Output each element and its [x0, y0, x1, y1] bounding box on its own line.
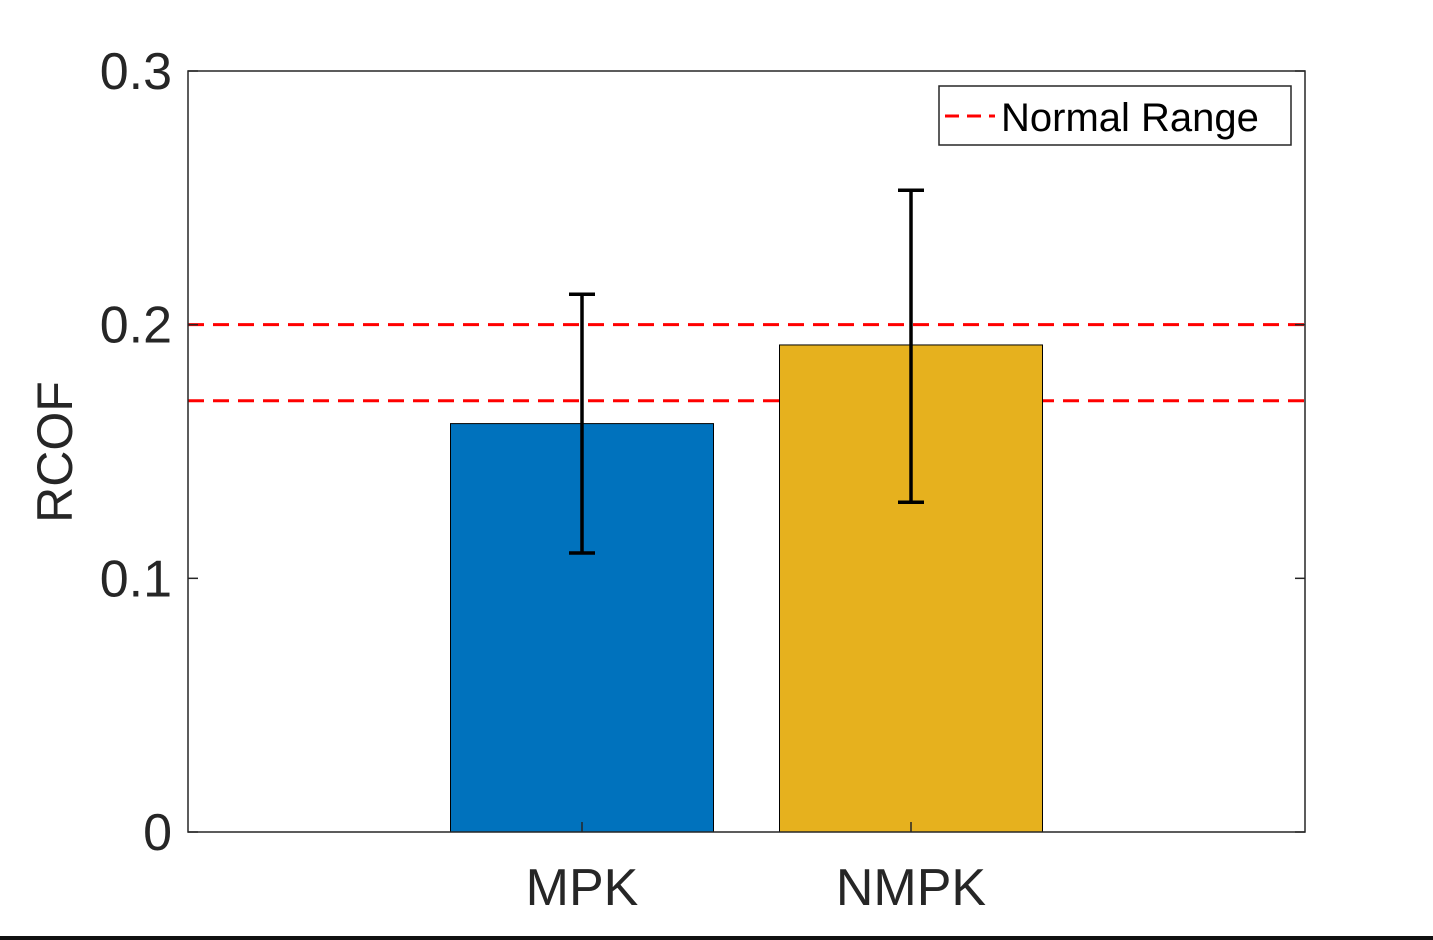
- legend-box: [938, 85, 1292, 146]
- legend: Normal Range: [938, 85, 1292, 146]
- x-tick-label-mpk: MPK: [526, 859, 639, 917]
- error-bar-nmpk: [898, 188, 924, 504]
- y-ticks: 0 0.1 0.2 0.3: [100, 43, 1305, 862]
- axes: [187, 70, 1306, 833]
- legend-label-normal-range: Normal Range: [1001, 96, 1259, 140]
- x-ticks: MPK NMPK: [526, 822, 987, 917]
- error-bar-mpk: [569, 292, 595, 555]
- y-tick-label: 0.1: [100, 550, 172, 608]
- reference-lines: [188, 323, 1305, 403]
- y-tick-label: 0.2: [100, 297, 172, 355]
- x-tick-label-nmpk: NMPK: [836, 859, 987, 917]
- plot-area-border: [187, 70, 1306, 833]
- y-axis-label: RCOF: [27, 381, 83, 523]
- bottom-border: [0, 936, 1433, 940]
- y-tick-label: 0.3: [100, 43, 172, 101]
- bars: [450, 344, 1043, 833]
- error-bars: [569, 188, 924, 555]
- y-tick-label: 0: [143, 804, 172, 862]
